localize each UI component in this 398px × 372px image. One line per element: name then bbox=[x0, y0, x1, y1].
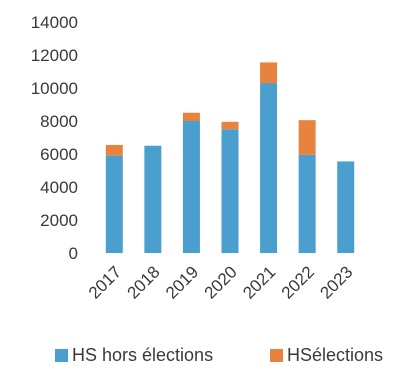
y-tick-label: 6000 bbox=[40, 145, 78, 164]
legend-swatch-hselections bbox=[270, 349, 283, 362]
y-tick-label: 8000 bbox=[40, 112, 78, 131]
bar-hselections-2022 bbox=[298, 120, 316, 155]
x-tick-label: 2020 bbox=[201, 262, 241, 302]
y-axis: 0 2000 4000 6000 8000 10000 12000 14000 bbox=[31, 13, 78, 263]
legend-label-hselections: HSélections bbox=[287, 345, 383, 365]
x-tick-label: 2022 bbox=[278, 262, 318, 302]
bar-hselections-2021 bbox=[260, 62, 278, 84]
bar-hs-hors-elections-2017 bbox=[105, 155, 123, 253]
bar-hselections-2019 bbox=[182, 112, 200, 121]
bars bbox=[105, 62, 355, 253]
legend: HS hors élections HSélections bbox=[55, 345, 383, 365]
bar-hselections-2020 bbox=[221, 121, 239, 130]
bar-hs-hors-elections-2022 bbox=[298, 154, 316, 253]
y-tick-label: 4000 bbox=[40, 178, 78, 197]
bar-hs-hors-elections-2023 bbox=[337, 161, 355, 253]
x-tick-label: 2019 bbox=[162, 262, 202, 302]
x-tick-label: 2017 bbox=[85, 262, 125, 302]
x-tick-label: 2023 bbox=[316, 262, 356, 302]
y-tick-label: 14000 bbox=[31, 13, 78, 32]
legend-label-hs-hors-elections: HS hors élections bbox=[72, 345, 213, 365]
x-tick-label: 2018 bbox=[124, 262, 164, 302]
legend-swatch-hs-hors-elections bbox=[55, 349, 68, 362]
y-tick-label: 2000 bbox=[40, 211, 78, 230]
bar-hselections-2017 bbox=[105, 144, 123, 156]
x-tick-label: 2021 bbox=[239, 262, 279, 302]
bar-hs-hors-elections-2021 bbox=[260, 83, 278, 253]
bar-hs-hors-elections-2020 bbox=[221, 129, 239, 253]
y-tick-label: 0 bbox=[69, 244, 78, 263]
y-tick-label: 12000 bbox=[31, 46, 78, 65]
bar-hs-hors-elections-2018 bbox=[144, 145, 162, 253]
bar-hs-hors-elections-2019 bbox=[182, 121, 200, 253]
y-tick-label: 10000 bbox=[31, 79, 78, 98]
